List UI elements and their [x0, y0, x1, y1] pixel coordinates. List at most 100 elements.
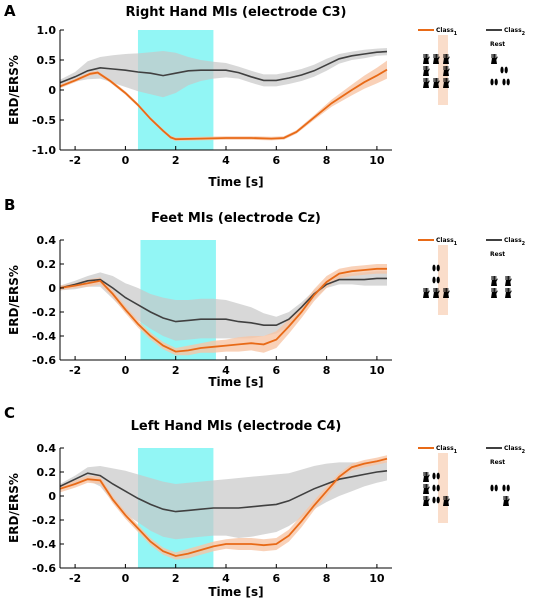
hand-icon — [423, 66, 430, 76]
y-axis-label: ERD/ERS% — [7, 265, 21, 335]
x-tick-label: 2 — [172, 364, 180, 377]
hand-finger — [446, 288, 447, 293]
class1-legend-highlight — [438, 35, 448, 105]
hand-finger — [434, 288, 436, 293]
foot-left — [432, 496, 436, 504]
hand-finger — [423, 66, 425, 71]
hand-finger — [423, 78, 425, 83]
chart-title: Left Hand MIs (electrode C4) — [131, 419, 342, 434]
hand-palm — [443, 82, 449, 88]
hand-palm — [443, 70, 449, 76]
y-tick-label: -0.2 — [32, 306, 56, 319]
hand-finger — [492, 276, 494, 281]
foot-right — [436, 264, 440, 272]
hand-finger — [495, 288, 497, 293]
class1-legend-text: Class — [436, 27, 454, 34]
hand-palm — [503, 500, 509, 506]
x-tick-label: 10 — [369, 154, 385, 167]
class2-legend-text: Class — [504, 237, 522, 244]
hand-palm — [423, 58, 429, 64]
hand-finger — [437, 288, 439, 293]
hand-finger — [446, 78, 447, 83]
hand-finger — [427, 78, 429, 83]
hand-finger — [447, 66, 449, 71]
class2-legend-label: Class2 — [504, 445, 526, 455]
hand-finger — [423, 472, 425, 477]
panel-label: C — [4, 404, 15, 422]
chart-title: Feet MIs (electrode Cz) — [151, 211, 321, 226]
hand-thumb — [447, 80, 450, 84]
x-tick-label: 8 — [323, 364, 331, 377]
x-tick-label: 2 — [172, 572, 180, 585]
hand-palm — [443, 58, 449, 64]
foot-left — [432, 264, 436, 272]
hand-finger — [491, 276, 493, 281]
hand-finger — [507, 496, 509, 501]
class2-legend-sub: 2 — [522, 449, 526, 455]
foot-left — [502, 484, 506, 492]
x-tick-label: 6 — [272, 364, 280, 377]
x-tick-label: 0 — [122, 572, 130, 585]
feet-icon — [490, 78, 498, 86]
hand-icon — [423, 78, 430, 88]
hand-icon — [491, 276, 498, 286]
hand-finger — [426, 496, 427, 501]
hand-palm — [491, 292, 497, 298]
hand-finger — [505, 276, 507, 281]
class2-confidence-band — [60, 461, 387, 540]
foot-right — [436, 484, 440, 492]
x-tick-label: 6 — [272, 154, 280, 167]
hand-finger — [505, 288, 507, 293]
hand-finger — [427, 288, 429, 293]
hand-palm — [505, 280, 511, 286]
hand-finger — [433, 54, 435, 59]
hand-finger — [494, 54, 495, 59]
hand-finger — [433, 288, 435, 293]
hand-finger — [494, 276, 495, 281]
hand-palm — [443, 292, 449, 298]
hand-finger — [426, 78, 427, 83]
hand-icon — [433, 78, 440, 88]
y-tick-label: -0.5 — [32, 114, 56, 127]
foot-right — [436, 496, 440, 504]
feet-icon — [502, 484, 510, 492]
class2-series-line — [59, 277, 387, 327]
foot-right — [506, 78, 510, 86]
foot-left — [500, 66, 504, 74]
foot-right — [504, 66, 508, 74]
hand-finger — [424, 496, 426, 501]
hand-finger — [424, 66, 426, 71]
hand-finger — [434, 54, 436, 59]
hand-finger — [491, 288, 493, 293]
class2-legend-label: Class2 — [504, 27, 526, 37]
hand-finger — [423, 484, 425, 489]
hand-thumb — [447, 498, 450, 502]
foot-right — [436, 472, 440, 480]
hand-thumb — [495, 290, 498, 294]
class1-legend-label: Class1 — [436, 445, 458, 455]
y-tick-label: 1.0 — [37, 24, 57, 37]
class1-legend-text: Class — [436, 237, 454, 244]
hand-finger — [436, 78, 437, 83]
y-tick-label: 0 — [48, 282, 56, 295]
hand-finger — [426, 54, 427, 59]
hand-finger — [447, 288, 449, 293]
feet-icon — [432, 264, 440, 272]
y-tick-label: -0.6 — [32, 354, 56, 367]
hand-finger — [423, 288, 425, 293]
hand-thumb — [437, 80, 440, 84]
hand-finger — [443, 496, 445, 501]
class2-legend-text: Class — [504, 445, 522, 452]
y-tick-label: 0.5 — [37, 54, 57, 67]
hand-icon — [491, 54, 498, 64]
x-tick-label: 2 — [172, 154, 180, 167]
class1-legend-sub: 1 — [454, 241, 458, 247]
class1-legend-sub: 1 — [454, 31, 458, 37]
hand-thumb — [495, 56, 498, 60]
hand-finger — [443, 288, 445, 293]
feet-icon — [490, 484, 498, 492]
hand-thumb — [447, 290, 450, 294]
hand-thumb — [427, 498, 430, 502]
hand-finger — [434, 78, 436, 83]
